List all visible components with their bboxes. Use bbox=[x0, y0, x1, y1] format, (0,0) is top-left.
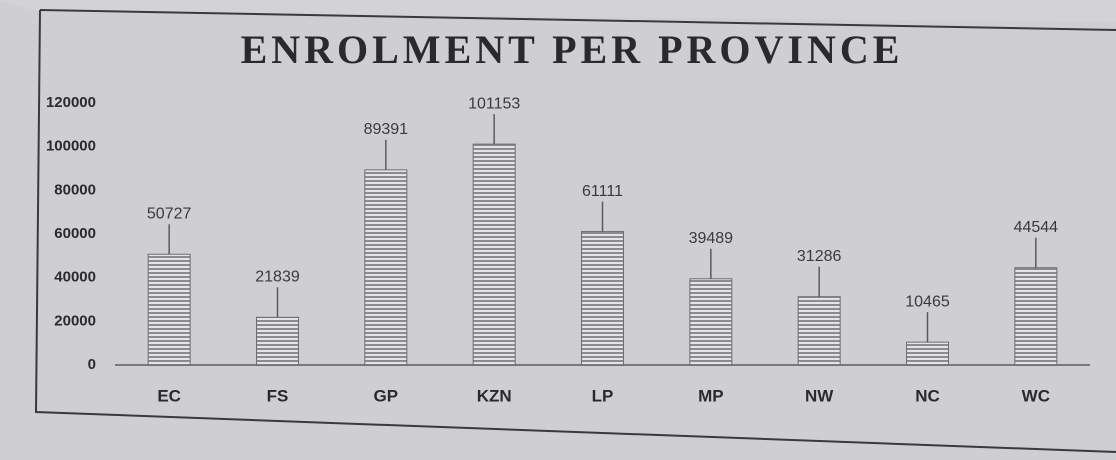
bar bbox=[365, 170, 407, 365]
bar bbox=[473, 144, 515, 365]
bar bbox=[907, 342, 949, 365]
bar bbox=[582, 232, 624, 365]
y-tick-label: 120000 bbox=[46, 94, 96, 111]
x-tick-label: NC bbox=[915, 386, 940, 405]
x-tick-label: MP bbox=[698, 386, 724, 405]
y-tick-label: 80000 bbox=[54, 181, 96, 198]
data-label: 39489 bbox=[689, 230, 734, 247]
x-tick-label: KZN bbox=[477, 386, 512, 405]
chart: ENROLMENT PER PROVINCE 0 20000 40000 60000 8… bbox=[0, 0, 1116, 460]
data-label: 61111 bbox=[582, 183, 623, 200]
x-tick-label: GP bbox=[374, 386, 399, 405]
x-tick-label: EC bbox=[157, 386, 181, 405]
y-tick-label: 100000 bbox=[46, 138, 96, 155]
data-label: 89391 bbox=[364, 121, 409, 138]
data-label: 44544 bbox=[1014, 219, 1059, 236]
y-tick-label: 40000 bbox=[54, 269, 96, 286]
y-tick-label: 60000 bbox=[54, 225, 96, 242]
data-label: 21839 bbox=[255, 269, 300, 286]
x-tick-label: NW bbox=[805, 386, 834, 405]
bar bbox=[148, 254, 190, 365]
chart-title: ENROLMENT PER PROVINCE bbox=[241, 27, 904, 72]
x-tick-label: LP bbox=[592, 386, 614, 405]
bar bbox=[1015, 268, 1057, 365]
x-tick-label: FS bbox=[267, 386, 289, 405]
y-tick-label: 20000 bbox=[54, 312, 96, 329]
bar bbox=[690, 279, 732, 365]
bar bbox=[257, 317, 299, 365]
data-label: 50727 bbox=[147, 205, 192, 222]
data-label: 101153 bbox=[468, 95, 520, 112]
data-label: 10465 bbox=[905, 293, 950, 310]
y-tick-label: 0 bbox=[88, 356, 96, 373]
data-label: 31286 bbox=[797, 248, 842, 265]
bar bbox=[798, 297, 840, 365]
page: ENROLMENT PER PROVINCE 0 20000 40000 60000 8… bbox=[0, 0, 1116, 460]
x-tick-label: WC bbox=[1022, 386, 1050, 405]
